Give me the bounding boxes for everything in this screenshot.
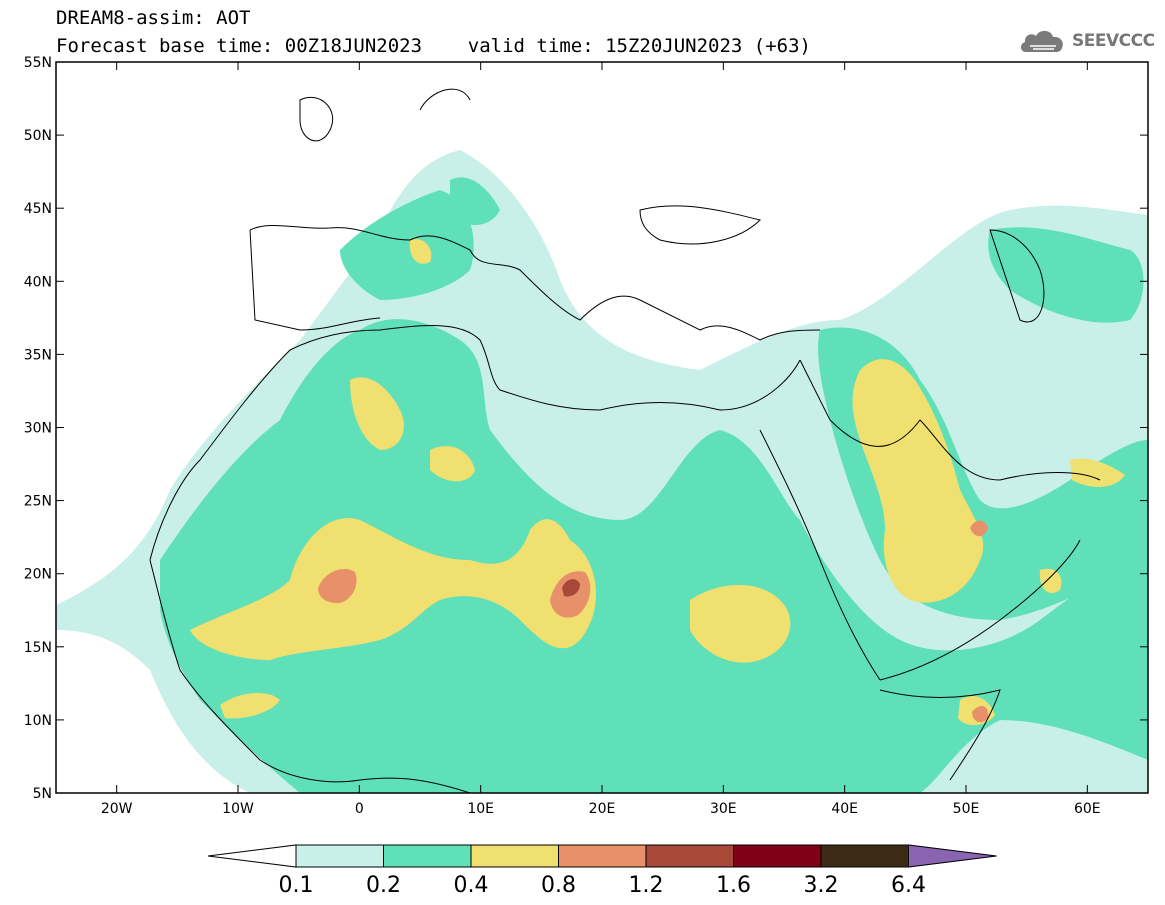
lat-label: 5N (33, 786, 52, 802)
lon-label: 20E (589, 801, 616, 817)
colorbar-swatch (295, 844, 384, 868)
longitude-axis: 20W 10W 0 10E 20E 30E 40E 50E 60E (101, 62, 1101, 817)
map-title: DREAM8-assim: AOT (56, 7, 251, 29)
colorbar-over-arrow (908, 844, 997, 868)
colorbar-swatch (558, 844, 647, 868)
aot-level-1.2 (562, 579, 580, 597)
latitude-axis: 55N 50N 45N 40N 35N 30N 25N 20N 15N 10N 5N (24, 55, 1148, 802)
forecast-time-line: Forecast base time: 00Z18JUN2023 valid t… (56, 35, 811, 57)
lat-label: 25N (24, 494, 52, 510)
logo-text: SEEVCCC (1072, 31, 1155, 51)
lon-label: 40E (831, 801, 858, 817)
lon-label: 10E (467, 801, 494, 817)
lat-label: 20N (24, 567, 52, 583)
aot-colorbar: 0.1 0.2 0.4 0.8 1.2 1.6 3.2 6.4 (207, 844, 997, 898)
lon-label: 50E (953, 801, 980, 817)
aot-level-0.4 (190, 239, 1125, 726)
colorbar-label: 3.2 (804, 873, 839, 898)
aot-shading (56, 150, 1148, 793)
lat-label: 40N (24, 274, 52, 290)
lat-label: 55N (24, 55, 52, 71)
coastlines (149, 88, 1101, 793)
colorbar-swatch (733, 844, 822, 868)
lat-label: 35N (24, 347, 52, 363)
colorbar-swatch (470, 844, 559, 868)
lat-label: 30N (24, 421, 52, 437)
colorbar-label: 6.4 (891, 873, 926, 898)
lat-label: 45N (24, 201, 52, 217)
colorbar-label: 0.1 (279, 873, 314, 898)
lon-label: 30E (710, 801, 737, 817)
colorbar-label: 0.2 (366, 873, 401, 898)
colorbar-swatch (645, 844, 734, 868)
lon-label: 20W (101, 801, 133, 817)
lat-label: 15N (24, 640, 52, 656)
colorbar-label: 1.6 (716, 873, 751, 898)
colorbar-under-arrow (207, 844, 297, 868)
seevccc-logo: SEEVCCC (1018, 26, 1155, 56)
colorbar-label: 1.2 (629, 873, 664, 898)
lon-label: 60E (1074, 801, 1101, 817)
lon-label: 10W (222, 801, 254, 817)
colorbar-swatch (820, 844, 909, 868)
lat-label: 50N (24, 128, 52, 144)
colorbar-label: 0.4 (454, 873, 489, 898)
colorbar-label: 0.8 (541, 873, 576, 898)
cloud-icon (1020, 30, 1063, 52)
lat-label: 10N (24, 713, 52, 729)
lon-label: 0 (355, 801, 364, 817)
colorbar-swatch (383, 844, 472, 868)
